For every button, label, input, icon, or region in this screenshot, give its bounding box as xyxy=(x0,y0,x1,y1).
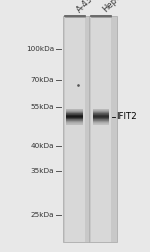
Bar xyxy=(66,110,83,111)
Bar xyxy=(93,117,109,118)
Bar xyxy=(66,111,83,112)
Bar xyxy=(65,16,85,242)
Bar xyxy=(66,123,83,124)
Bar xyxy=(93,112,109,113)
Text: A-431: A-431 xyxy=(75,0,99,14)
Bar xyxy=(93,116,109,117)
Bar xyxy=(66,113,83,114)
Bar xyxy=(93,118,109,119)
Text: IFIT2: IFIT2 xyxy=(117,112,137,121)
Bar xyxy=(93,123,109,124)
Bar xyxy=(66,112,83,113)
Bar xyxy=(93,115,109,116)
Bar xyxy=(93,124,109,125)
Bar xyxy=(66,124,83,125)
Bar xyxy=(66,115,83,116)
Bar xyxy=(93,119,109,120)
Bar xyxy=(93,113,109,114)
Bar xyxy=(91,16,111,242)
Bar xyxy=(93,122,109,123)
Bar xyxy=(66,117,83,118)
Bar xyxy=(63,16,117,242)
Text: 55kDa: 55kDa xyxy=(30,104,54,110)
Bar xyxy=(66,118,83,119)
Bar xyxy=(93,110,109,111)
Text: HepG2: HepG2 xyxy=(101,0,128,14)
Bar xyxy=(66,122,83,123)
Bar xyxy=(93,120,109,121)
Text: 40kDa: 40kDa xyxy=(30,143,54,149)
Bar xyxy=(66,120,83,121)
Text: 70kDa: 70kDa xyxy=(30,77,54,83)
Bar xyxy=(93,114,109,115)
Text: 35kDa: 35kDa xyxy=(30,168,54,174)
Bar xyxy=(93,121,109,122)
Bar xyxy=(66,114,83,115)
Bar xyxy=(93,111,109,112)
Bar xyxy=(66,109,83,110)
Text: 100kDa: 100kDa xyxy=(26,46,54,52)
Bar xyxy=(93,109,109,110)
Text: 25kDa: 25kDa xyxy=(30,212,54,218)
Bar xyxy=(66,121,83,122)
Bar xyxy=(66,116,83,117)
Bar xyxy=(66,119,83,120)
